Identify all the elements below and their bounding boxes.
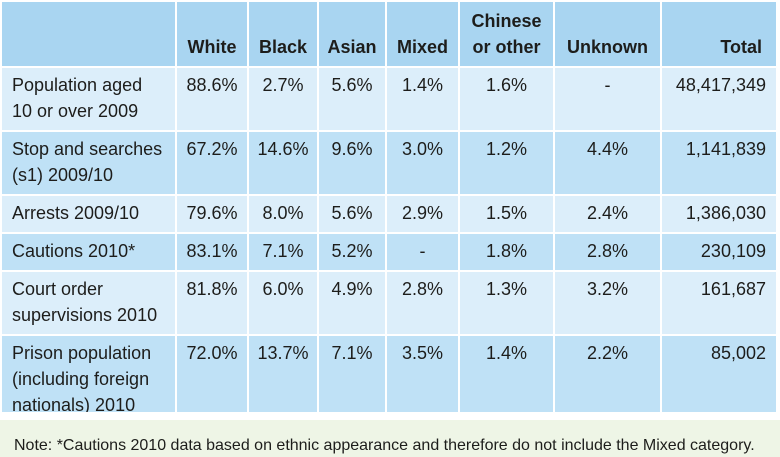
cell: 2.2% (553, 334, 662, 412)
header-cell: Unknown (553, 0, 662, 68)
cell: 2.4% (553, 194, 662, 234)
row-label: Cautions 2010* (0, 232, 177, 272)
cell: 1.5% (458, 194, 555, 234)
cell: 1.4% (458, 334, 555, 412)
cell: 72.0% (175, 334, 249, 412)
cell: 79.6% (175, 194, 249, 234)
table-row: Arrests 2009/10 79.6% 8.0% 5.6% 2.9% 1.5% 2.4%… (0, 194, 776, 234)
cell: 161,687 (660, 270, 776, 336)
row-label: Population aged 10 or over 2009 (0, 66, 177, 132)
table-row: Prison population (including foreign nat… (0, 334, 776, 412)
cell: - (385, 232, 460, 272)
header-cell: Chinese or other (458, 0, 555, 68)
cell: 2.9% (385, 194, 460, 234)
cell: 48,417,349 (660, 66, 776, 132)
header-cell: Mixed (385, 0, 460, 68)
cell: 1.2% (458, 130, 555, 196)
cell: 6.0% (247, 270, 319, 336)
cell: 1.6% (458, 66, 555, 132)
cell: 2.7% (247, 66, 319, 132)
header-cell: Black (247, 0, 319, 68)
cell: 14.6% (247, 130, 319, 196)
header-cell: Total (660, 0, 776, 68)
header-cell: White (175, 0, 249, 68)
data-table: White Black Asian Mixed Chinese or other… (0, 0, 776, 412)
header-cell: Asian (317, 0, 387, 68)
cell: 5.6% (317, 66, 387, 132)
cell: 2.8% (385, 270, 460, 336)
cell: 88.6% (175, 66, 249, 132)
cell: 67.2% (175, 130, 249, 196)
cell: 230,109 (660, 232, 776, 272)
cell: 1.3% (458, 270, 555, 336)
cell: 4.4% (553, 130, 662, 196)
cell: 2.8% (553, 232, 662, 272)
table-row: Cautions 2010* 83.1% 7.1% 5.2% -1.8% 2.8% 230,… (0, 232, 776, 272)
cell: 13.7% (247, 334, 319, 412)
table-container: White Black Asian Mixed Chinese or other… (0, 0, 776, 412)
header-row: White Black Asian Mixed Chinese or other… (0, 0, 776, 68)
cell: 3.5% (385, 334, 460, 412)
table-row: Court order supervisions 2010 81.8% 6.0% 4.… (0, 270, 776, 336)
cell: 7.1% (247, 232, 319, 272)
note: Note: *Cautions 2010 data based on ethni… (0, 420, 780, 457)
row-label: Court order supervisions 2010 (0, 270, 177, 336)
cell: - (553, 66, 662, 132)
cell: 1.4% (385, 66, 460, 132)
cell: 3.0% (385, 130, 460, 196)
row-label: Prison population (including foreign nat… (0, 334, 177, 412)
cell: 9.6% (317, 130, 387, 196)
header-cell (0, 0, 177, 68)
cell: 85,002 (660, 334, 776, 412)
cell: 3.2% (553, 270, 662, 336)
cell: 83.1% (175, 232, 249, 272)
table-row: Population aged 10 or over 2009 88.6% 2.7%… (0, 66, 776, 132)
cell: 1,386,030 (660, 194, 776, 234)
table-body: Population aged 10 or over 2009 88.6% 2.7%… (0, 66, 776, 412)
cell: 8.0% (247, 194, 319, 234)
table-row: Stop and searches (s1) 2009/10 67.2% 14.6%… (0, 130, 776, 196)
cell: 4.9% (317, 270, 387, 336)
cell: 5.2% (317, 232, 387, 272)
cell: 5.6% (317, 194, 387, 234)
cell: 1.8% (458, 232, 555, 272)
cell: 81.8% (175, 270, 249, 336)
row-label: Arrests 2009/10 (0, 194, 177, 234)
cell: 7.1% (317, 334, 387, 412)
cell: 1,141,839 (660, 130, 776, 196)
row-label: Stop and searches (s1) 2009/10 (0, 130, 177, 196)
